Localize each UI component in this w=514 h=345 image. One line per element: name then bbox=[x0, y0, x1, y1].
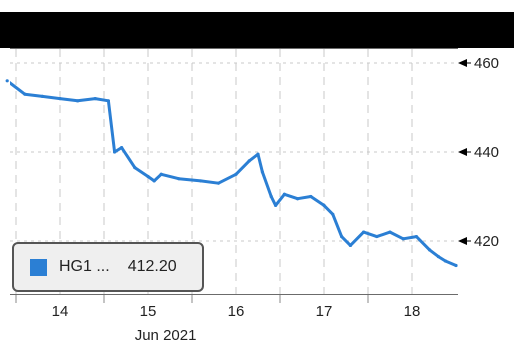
legend-last-value: 412.20 bbox=[127, 258, 177, 275]
series-point bbox=[247, 159, 251, 163]
series-point bbox=[106, 99, 110, 103]
series-point bbox=[199, 179, 203, 183]
series-point bbox=[296, 197, 300, 201]
x-axis-tick-label: 15 bbox=[140, 303, 157, 320]
top-strip bbox=[0, 0, 514, 12]
x-axis-tick-label: 17 bbox=[316, 303, 333, 320]
series-point bbox=[309, 194, 313, 199]
series-point bbox=[443, 259, 448, 263]
y-axis-tick-arrow bbox=[458, 148, 467, 156]
y-axis-tick-label: 440 bbox=[474, 144, 499, 161]
series-point bbox=[120, 145, 124, 150]
series-point bbox=[177, 177, 181, 181]
series-point bbox=[216, 181, 220, 185]
series-point bbox=[256, 152, 260, 156]
series-point bbox=[362, 230, 366, 234]
chart-header-bar bbox=[0, 12, 514, 48]
x-axis-month-label: Jun 2021 bbox=[135, 327, 197, 344]
series-point bbox=[428, 248, 432, 252]
series-point bbox=[146, 174, 150, 179]
series-point bbox=[348, 243, 352, 248]
series-point bbox=[152, 179, 156, 183]
series-point bbox=[436, 254, 440, 259]
series-point bbox=[375, 234, 379, 239]
series-swatch bbox=[30, 258, 47, 276]
series-point bbox=[282, 192, 286, 196]
series-point bbox=[5, 79, 9, 83]
series-point bbox=[133, 165, 137, 170]
legend[interactable]: HG1 ... 412.20 bbox=[12, 242, 204, 292]
y-axis-tick-arrow bbox=[458, 237, 467, 245]
y-axis-tick-label: 420 bbox=[474, 233, 499, 250]
series-point bbox=[331, 212, 335, 216]
series-point bbox=[234, 172, 238, 176]
series-point bbox=[112, 150, 117, 154]
series-point bbox=[58, 97, 62, 101]
series-point bbox=[40, 94, 45, 98]
series-point bbox=[274, 203, 278, 207]
x-axis-tick-label: 18 bbox=[404, 303, 421, 320]
series-point bbox=[340, 234, 344, 239]
y-axis-tick-label: 460 bbox=[474, 55, 499, 72]
series-point bbox=[454, 263, 458, 268]
series-point bbox=[414, 234, 418, 239]
x-axis-tick-label: 14 bbox=[52, 303, 69, 320]
legend-series-name: HG1 ... bbox=[59, 258, 110, 275]
y-axis-panel bbox=[458, 48, 514, 295]
series-point bbox=[93, 97, 97, 101]
series-point bbox=[322, 203, 326, 207]
series-point bbox=[159, 172, 163, 176]
series-point bbox=[76, 99, 80, 103]
x-axis-tick-label: 16 bbox=[228, 303, 245, 320]
series-point bbox=[401, 237, 405, 241]
series-point bbox=[388, 230, 392, 234]
series-point bbox=[269, 194, 273, 199]
series-line-0 bbox=[10, 81, 458, 267]
y-axis-tick-arrow bbox=[458, 59, 467, 67]
series-point bbox=[23, 92, 27, 96]
series-point bbox=[260, 170, 264, 174]
